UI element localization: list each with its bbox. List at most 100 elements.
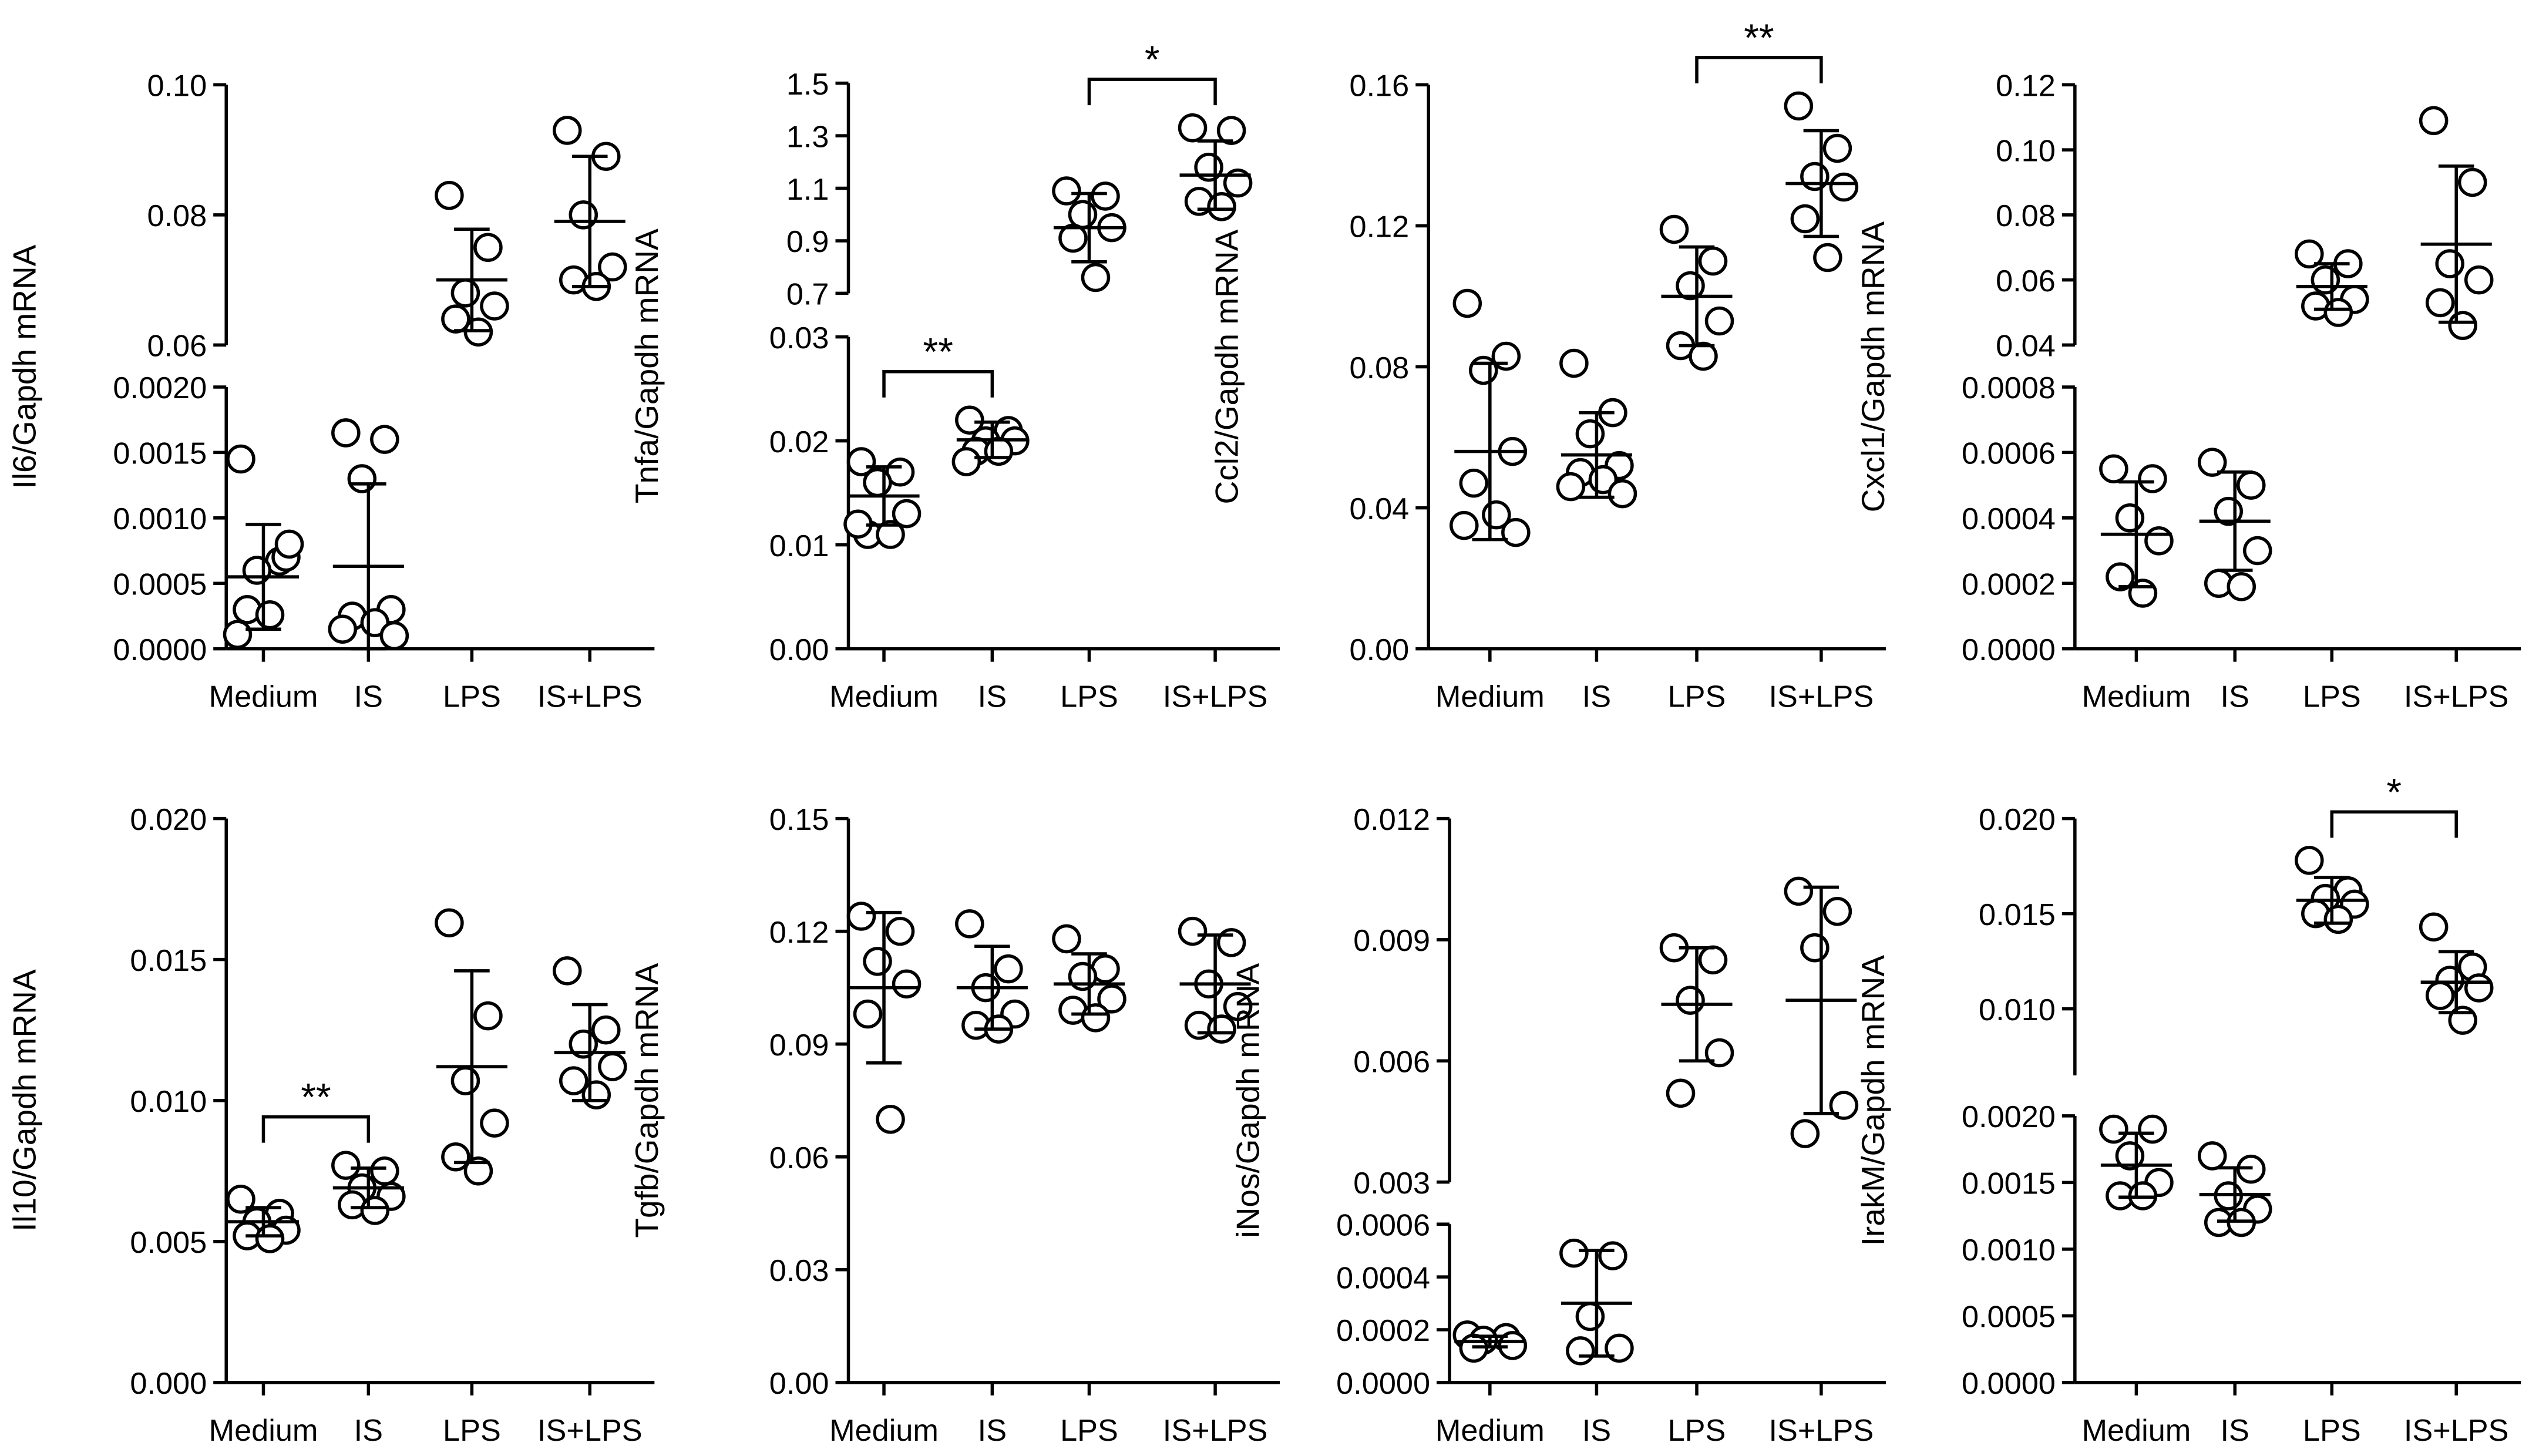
y-tick-label: 0.0000 [1962, 633, 2056, 667]
data-point [463, 1156, 493, 1186]
significance-label: ** [923, 330, 953, 374]
error-bar [1579, 1249, 1615, 1358]
y-tick-label: 0.08 [1996, 199, 2056, 233]
data-point [994, 954, 1023, 984]
data-point [2419, 912, 2449, 942]
data-point [1829, 172, 1859, 202]
y-tick-label: 0.08 [1350, 351, 1410, 385]
data-point [2099, 1114, 2128, 1144]
x-tick-label: IS+LPS [2404, 1414, 2509, 1448]
data-point [1598, 1241, 1627, 1270]
x-tick-label: Medium [1435, 680, 1545, 714]
x-tick-label: IS+LPS [2404, 680, 2509, 714]
data-point [2323, 904, 2353, 934]
data-point [2115, 503, 2145, 533]
y-tick-label: 0.04 [1350, 492, 1410, 526]
y-tick-label: 0.12 [1996, 69, 2056, 103]
y-tick-label: 0.16 [1350, 69, 1410, 103]
x-tick-label: IS [2221, 680, 2249, 714]
significance-label: ** [301, 1075, 331, 1119]
data-point [591, 1015, 621, 1045]
data-point [1822, 897, 1852, 926]
data-point [1698, 246, 1728, 276]
data-point [2144, 526, 2174, 556]
y-tick-label: 0.06 [147, 329, 207, 364]
data-point [2128, 579, 2158, 608]
y-tick-label: 0.020 [130, 803, 207, 837]
data-point [2464, 973, 2494, 1003]
x-tick-label: LPS [1060, 680, 1118, 714]
x-tick-label: IS [2221, 1414, 2249, 1448]
data-point [450, 1066, 480, 1095]
y-tick-label: 0.08 [147, 199, 207, 233]
x-tick-label: Medium [829, 680, 939, 714]
data-point [255, 600, 285, 630]
data-point [379, 621, 409, 651]
data-point [581, 1080, 611, 1109]
significance-bracket [261, 1115, 371, 1143]
data-point [2311, 265, 2340, 295]
error-bar [974, 944, 1010, 1031]
x-tick-label: LPS [443, 1414, 501, 1448]
significance-bracket [1695, 56, 1823, 83]
y-tick-label: 0.010 [130, 1085, 207, 1119]
data-point [1068, 200, 1098, 229]
data-point [2425, 981, 2455, 1010]
error-bar [2314, 876, 2350, 925]
error-bar [1071, 952, 1107, 1016]
data-point [955, 405, 984, 435]
data-point [1091, 181, 1120, 211]
x-tick-label: Medium [2081, 680, 2191, 714]
data-point [1790, 204, 1820, 234]
y-tick-label: 0.0000 [1962, 1367, 2056, 1401]
data-point [1575, 1302, 1605, 1331]
data-point [853, 999, 883, 1029]
y-tick-label: 0.0000 [1336, 1367, 1430, 1401]
error-bar [1803, 129, 1839, 238]
y-tick-label: 0.02 [769, 425, 829, 459]
y-tick-label: 0.09 [769, 1028, 829, 1062]
data-point [1790, 1119, 1820, 1148]
y-tick-label: 0.00 [769, 1367, 829, 1401]
error-bar [1197, 933, 1233, 1035]
x-tick-label: IS [978, 680, 1007, 714]
x-tick-label: IS+LPS [537, 680, 643, 714]
data-point [473, 233, 503, 263]
y-tick-label: 0.01 [769, 529, 829, 563]
y-axis-label: Il10/Gapdh mRNA [6, 969, 43, 1232]
y-tick-label: 0.0020 [1962, 1100, 2056, 1134]
data-point [2448, 311, 2477, 340]
x-tick-label: IS [354, 680, 383, 714]
y-tick-label: 0.10 [147, 69, 207, 103]
data-point [876, 1104, 905, 1134]
y-tick-label: 0.0002 [1962, 568, 2056, 602]
data-point [226, 444, 255, 474]
data-point [1216, 116, 1246, 145]
data-point [1698, 945, 1728, 975]
y-tick-label: 0.0015 [1962, 1167, 2056, 1201]
error-bar [454, 969, 490, 1165]
error-bar [866, 910, 902, 1065]
data-point [1081, 263, 1111, 292]
data-point [955, 909, 984, 939]
y-tick-label: 0.0006 [1962, 437, 2056, 471]
data-point [480, 291, 509, 321]
data-point [1800, 933, 1830, 963]
y-tick-label: 0.005 [130, 1226, 207, 1260]
error-bar [1803, 885, 1839, 1115]
significance-label: ** [1744, 16, 1774, 59]
data-point [1469, 355, 1498, 385]
data-point [1178, 113, 1208, 143]
x-tick-label: Medium [209, 1414, 318, 1448]
x-tick-label: LPS [1668, 1414, 1726, 1448]
data-point [2099, 454, 2128, 484]
data-point [2323, 298, 2353, 327]
y-tick-label: 0.03 [769, 321, 829, 355]
data-point [552, 116, 582, 145]
x-tick-label: LPS [2303, 1414, 2361, 1448]
error-bar [1679, 946, 1715, 1063]
data-point [1659, 214, 1689, 244]
y-tick-label: 0.00 [1350, 633, 1410, 667]
y-axis-label: Tnfa/Gapdh mRNA [628, 228, 665, 503]
x-tick-label: IS [978, 1414, 1007, 1448]
